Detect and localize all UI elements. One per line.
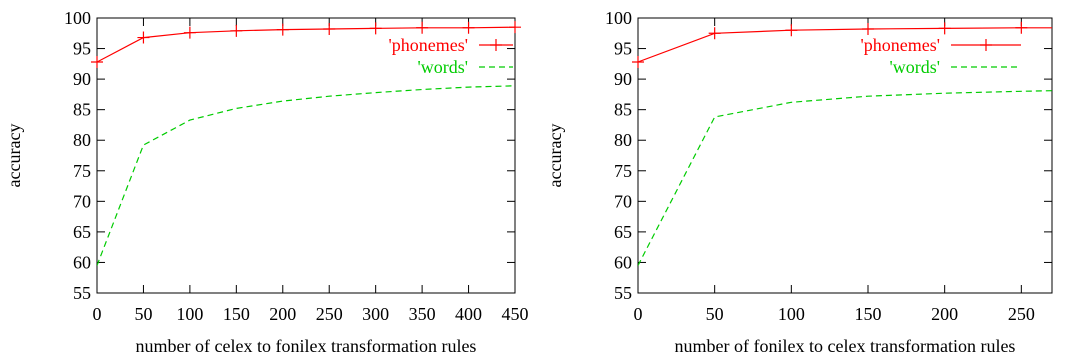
data-point-marker: [137, 31, 150, 44]
y-tick-label: 70: [73, 191, 91, 211]
x-tick-label: 0: [93, 304, 102, 324]
x-tick-label: 200: [269, 304, 296, 324]
legend-label: 'words': [890, 57, 940, 77]
y-tick-label: 85: [614, 100, 632, 120]
y-tick-label: 90: [614, 69, 632, 89]
data-point-marker: [276, 23, 289, 36]
x-tick-label: 150: [855, 304, 882, 324]
data-point-marker: [632, 56, 644, 68]
chart-1: 55 60 65 70 75 80 85 90 95 100 0 50 100 150 200 250 300 3…: [4, 8, 529, 356]
y-tick-label: 65: [73, 222, 91, 242]
series-line-phonemes: [97, 26, 515, 63]
legend-label: 'words': [418, 57, 468, 77]
data-point-marker: [230, 24, 243, 37]
y-tick-label: 75: [73, 161, 91, 181]
legend-label: 'phonemes': [861, 35, 940, 55]
x-tick-label: 150: [223, 304, 250, 324]
data-point-marker: [708, 27, 721, 40]
x-tick-label: 200: [931, 304, 958, 324]
y-tick-label: 85: [73, 100, 91, 120]
y-tick-label: 55: [73, 283, 91, 303]
x-tick-label: 250: [1008, 304, 1035, 324]
y-tick-label: 80: [614, 130, 632, 150]
x-tick-label: 450: [502, 304, 529, 324]
y-tick-label: 95: [73, 39, 91, 59]
chart-2: 55 60 65 70 75 80 85 90 95 100 0 50 100 150 200 250 numb…: [545, 8, 1053, 356]
x-tick-label: 400: [455, 304, 482, 324]
y-tick-label: 60: [614, 252, 632, 272]
data-point-marker: [938, 22, 951, 35]
y-axis-label: accuracy: [545, 124, 565, 188]
x-tick-label: 50: [706, 304, 724, 324]
data-point-marker: [862, 23, 874, 35]
y-tick-label: 100: [605, 8, 632, 28]
x-tick-label: 0: [634, 304, 643, 324]
data-point-marker: [785, 24, 798, 37]
y-tick-label: 60: [73, 252, 91, 272]
legend-marker: [980, 39, 992, 51]
data-point-marker: [462, 21, 475, 34]
x-tick-label: 100: [176, 304, 203, 324]
data-point-marker: [509, 21, 521, 34]
plot-frame: [637, 17, 1053, 294]
plot-frame: [96, 17, 516, 294]
series-line-words: [97, 85, 515, 266]
data-point-marker: [183, 26, 196, 39]
x-tick-label: 250: [316, 304, 343, 324]
x-tick-label: 100: [778, 304, 805, 324]
y-tick-label: 100: [64, 8, 91, 28]
x-axis-label: number of fonilex to celex transformatio…: [675, 336, 1016, 356]
y-tick-label: 80: [73, 130, 91, 150]
x-tick-label: 350: [409, 304, 436, 324]
y-tick-label: 65: [614, 222, 632, 242]
data-point-marker: [323, 23, 336, 35]
y-tick-label: 95: [614, 39, 632, 59]
data-point-marker: [416, 21, 429, 34]
y-tick-label: 55: [614, 283, 632, 303]
data-point-marker: [91, 56, 103, 68]
legend-label: 'phonemes': [389, 35, 468, 55]
y-axis-label: accuracy: [4, 124, 24, 188]
y-tick-label: 70: [614, 191, 632, 211]
y-tick-label: 75: [614, 161, 632, 181]
data-point-marker: [369, 22, 382, 35]
x-axis-label: number of celex to fonilex transformatio…: [136, 336, 477, 356]
x-tick-label: 300: [362, 304, 389, 324]
legend-marker: [490, 39, 502, 51]
y-tick-label: 90: [73, 69, 91, 89]
x-tick-label: 50: [134, 304, 152, 324]
data-point-marker: [1015, 21, 1028, 34]
series-line-words: [638, 90, 1052, 266]
